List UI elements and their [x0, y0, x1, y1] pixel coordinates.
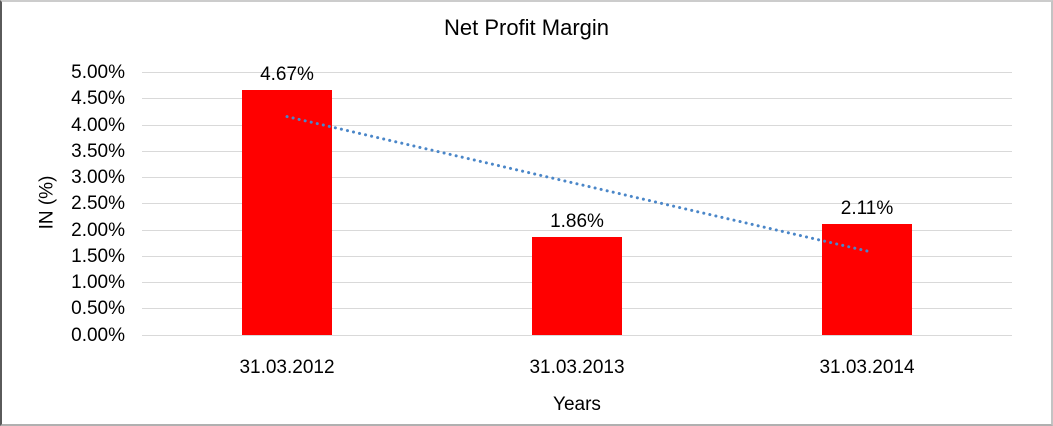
bar — [242, 89, 332, 335]
y-axis-tick-label: 0.50% — [71, 298, 125, 320]
x-axis-tick-label: 31.03.2013 — [529, 357, 625, 378]
chart-title: Net Profit Margin — [443, 15, 610, 40]
y-axis-tick-label: 0.00% — [71, 324, 125, 346]
y-axis-tick-label: 3.00% — [71, 167, 125, 188]
bar — [822, 224, 912, 335]
y-axis-tick-label: 1.00% — [71, 272, 125, 293]
bar — [532, 237, 622, 335]
bar-data-label: 2.11% — [840, 198, 894, 220]
gridline — [142, 98, 1012, 100]
y-axis-tick-label: 4.50% — [71, 88, 125, 110]
y-axis-tick-label: 2.50% — [71, 193, 125, 215]
bar-data-label: 1.86% — [550, 211, 604, 233]
y-axis-tick-label: 3.50% — [71, 140, 125, 162]
x-axis-tick-label: 31.03.2012 — [239, 357, 335, 378]
gridline — [142, 72, 1012, 73]
y-axis-tick-label: 5.00% — [71, 62, 125, 83]
y-axis-tick-label: 2.00% — [71, 219, 125, 241]
x-axis-title: Years — [553, 394, 601, 415]
y-axis-tick-label: 1.50% — [71, 245, 125, 267]
bar-data-label: 4.67% — [260, 63, 314, 85]
gridline — [142, 334, 1012, 336]
x-axis-tick-label: 31.03.2014 — [819, 357, 915, 378]
y-axis-tick-label: 4.00% — [71, 114, 125, 136]
